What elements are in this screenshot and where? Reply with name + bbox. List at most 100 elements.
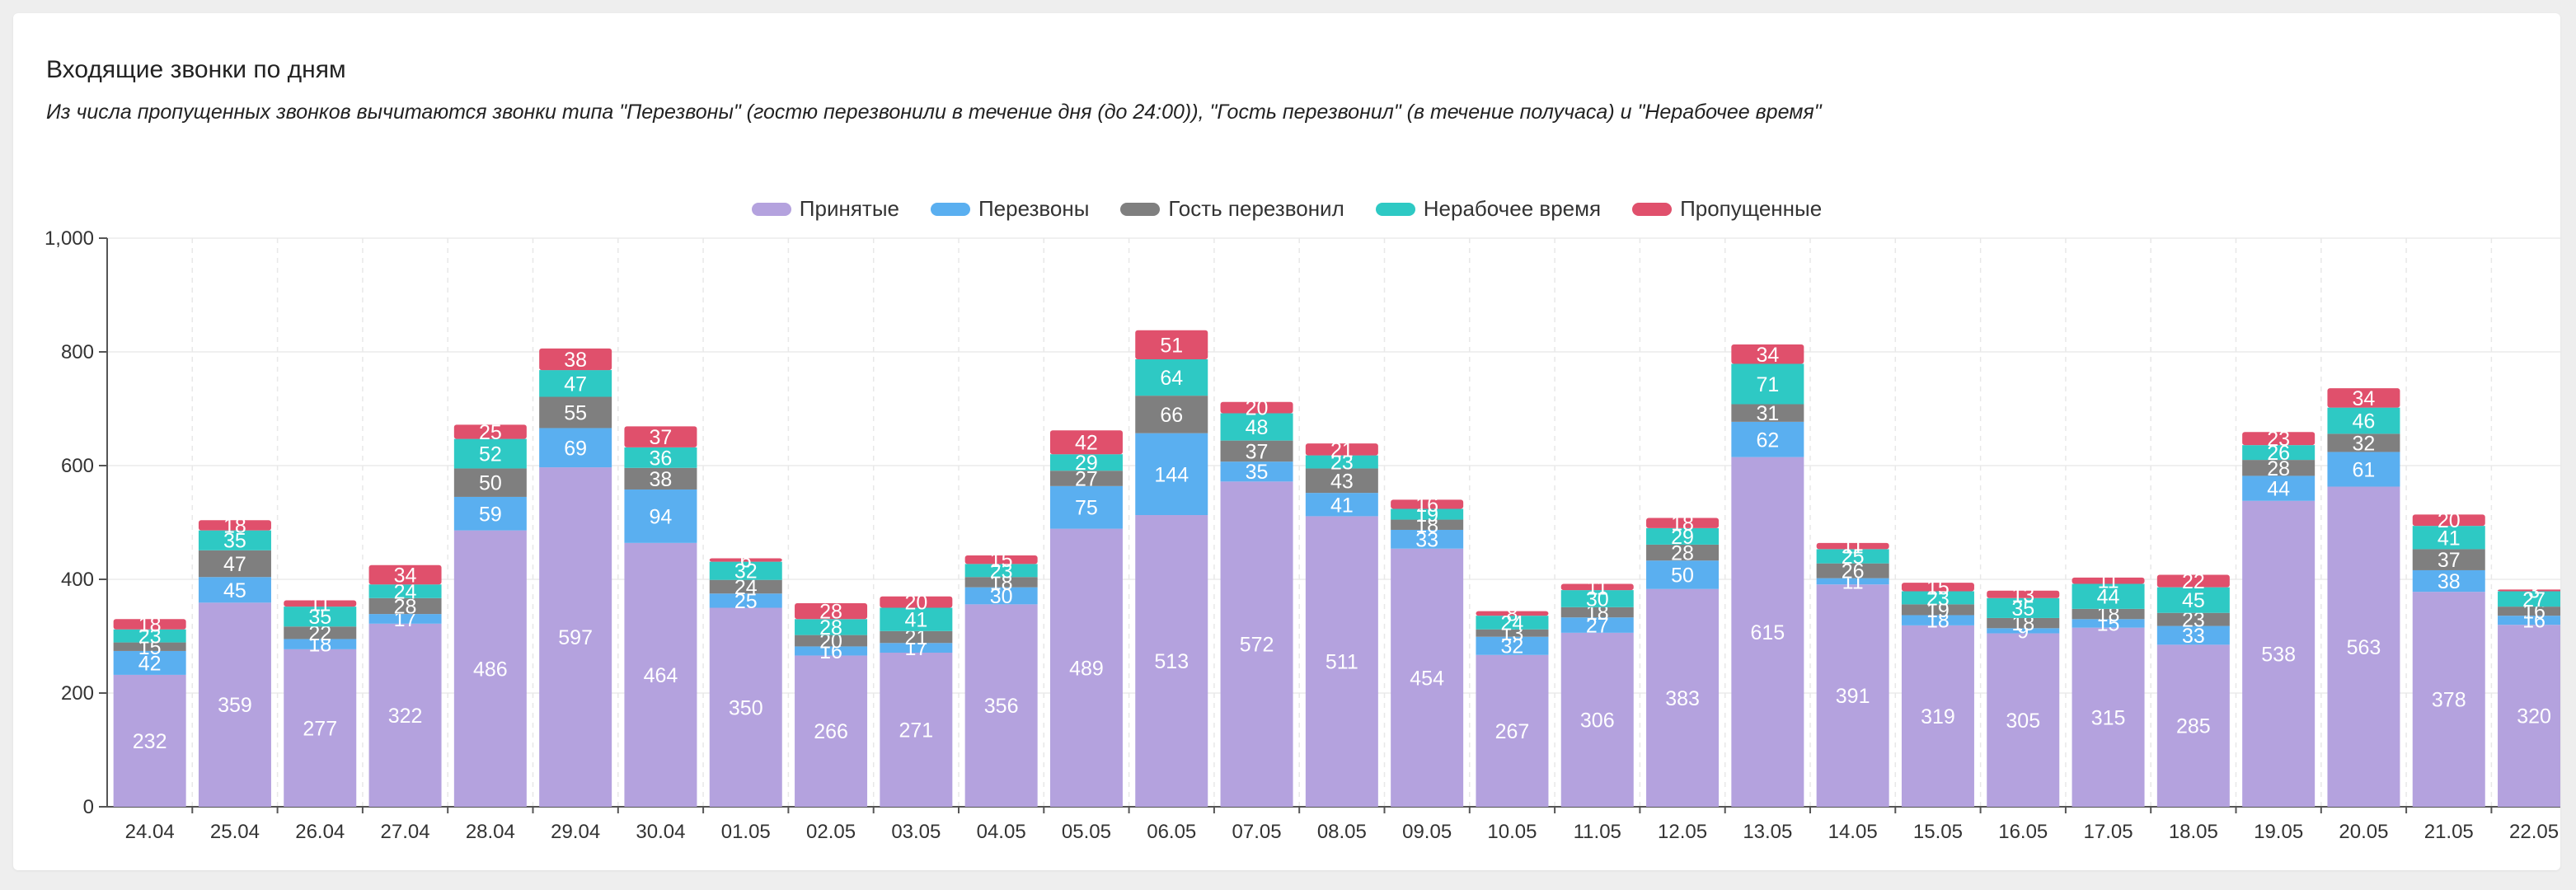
bar-segment[interactable] <box>1646 527 1720 545</box>
bar-segment[interactable] <box>1901 583 1974 592</box>
bar-segment[interactable] <box>1560 583 1634 591</box>
bar-segment[interactable] <box>1135 396 1208 433</box>
bar-segment[interactable] <box>624 467 697 490</box>
bar-segment[interactable] <box>624 447 697 468</box>
bar-segment[interactable] <box>2242 445 2316 461</box>
bar-segment[interactable] <box>453 424 527 439</box>
bar-segment[interactable] <box>1049 430 1123 455</box>
bar-segment[interactable] <box>2156 574 2230 588</box>
bar-segment[interactable] <box>198 520 271 531</box>
bar-segment[interactable] <box>2072 627 2145 807</box>
bar-segment[interactable] <box>2498 616 2560 625</box>
bar-segment[interactable] <box>284 600 357 607</box>
bar-segment[interactable] <box>795 602 868 620</box>
bar-segment[interactable] <box>624 489 697 543</box>
bar-segment[interactable] <box>1220 440 1293 462</box>
bar-segment[interactable] <box>1305 516 1378 807</box>
bar-segment[interactable] <box>1816 578 1889 585</box>
bar-segment[interactable] <box>1901 615 1974 625</box>
bar-segment[interactable] <box>2327 433 2400 452</box>
bar-segment[interactable] <box>1049 528 1123 807</box>
bar-segment[interactable] <box>1305 493 1378 517</box>
bar-segment[interactable] <box>2072 608 2145 620</box>
bar-segment[interactable] <box>1049 485 1123 529</box>
bar-segment[interactable] <box>1731 421 1804 457</box>
bar-segment[interactable] <box>2072 583 2145 609</box>
bar-segment[interactable] <box>2412 514 2485 527</box>
bar-segment[interactable] <box>1135 433 1208 516</box>
bar-segment[interactable] <box>1220 413 1293 441</box>
bar-segment[interactable] <box>880 653 953 807</box>
bar-segment[interactable] <box>1901 625 1974 807</box>
bar-segment[interactable] <box>113 650 186 675</box>
bar-segment[interactable] <box>284 626 357 639</box>
bar-segment[interactable] <box>1731 404 1804 422</box>
bar-segment[interactable] <box>2412 569 2485 593</box>
bar-segment[interactable] <box>198 602 271 807</box>
bar-segment[interactable] <box>2498 589 2560 592</box>
bar-segment[interactable] <box>795 646 868 656</box>
bar-segment[interactable] <box>1220 401 1293 414</box>
bar-segment[interactable] <box>1646 518 1720 528</box>
bar-segment[interactable] <box>1646 560 1720 589</box>
bar-segment[interactable] <box>964 577 1038 588</box>
bar-segment[interactable] <box>880 596 953 608</box>
bar-segment[interactable] <box>2498 591 2560 607</box>
bar-segment[interactable] <box>2242 475 2316 501</box>
bar-segment[interactable] <box>709 593 782 608</box>
bar-segment[interactable] <box>113 642 186 651</box>
bar-segment[interactable] <box>1220 461 1293 482</box>
bar-segment[interactable] <box>880 643 953 653</box>
bar-segment[interactable] <box>1391 508 1464 520</box>
bar-segment[interactable] <box>795 619 868 635</box>
bar-segment[interactable] <box>1901 604 1974 616</box>
bar-segment[interactable] <box>1987 633 2060 807</box>
bar-segment[interactable] <box>113 619 186 630</box>
bar-segment[interactable] <box>453 496 527 531</box>
bar-segment[interactable] <box>2242 460 2316 476</box>
bar-segment[interactable] <box>709 579 782 594</box>
bar-segment[interactable] <box>1987 617 2060 629</box>
bar-segment[interactable] <box>1305 455 1378 469</box>
legend-item-guest-called-back[interactable]: Гость перезвонил <box>1120 196 1344 222</box>
bar-segment[interactable] <box>368 564 442 585</box>
bar-segment[interactable] <box>1731 344 1804 364</box>
bar-segment[interactable] <box>1135 330 1208 359</box>
legend-item-non-working-time[interactable]: Нерабочее время <box>1375 196 1601 222</box>
bar-segment[interactable] <box>1391 519 1464 530</box>
bar-segment[interactable] <box>1816 549 1889 564</box>
bar-segment[interactable] <box>539 396 612 429</box>
bar-segment[interactable] <box>795 635 868 647</box>
bar-segment[interactable] <box>1305 468 1378 494</box>
bar-segment[interactable] <box>1391 548 1464 807</box>
bar-segment[interactable] <box>1731 363 1804 405</box>
bar-segment[interactable] <box>113 629 186 643</box>
bar-segment[interactable] <box>709 561 782 580</box>
bar-segment[interactable] <box>2072 619 2145 628</box>
bar-segment[interactable] <box>1476 611 1549 616</box>
bar-segment[interactable] <box>453 530 527 807</box>
bar-segment[interactable] <box>2327 452 2400 487</box>
bar-segment[interactable] <box>198 550 271 578</box>
bar-segment[interactable] <box>453 468 527 497</box>
bar-segment[interactable] <box>368 597 442 615</box>
bar-segment[interactable] <box>1049 454 1123 471</box>
bar-segment[interactable] <box>2242 500 2316 807</box>
bar-segment[interactable] <box>2156 644 2230 807</box>
bar-segment[interactable] <box>1646 544 1720 561</box>
bar-segment[interactable] <box>1391 529 1464 549</box>
bar-segment[interactable] <box>1476 636 1549 655</box>
bar-segment[interactable] <box>2156 625 2230 645</box>
bar-segment[interactable] <box>1135 515 1208 807</box>
bar-segment[interactable] <box>624 542 697 807</box>
bar-segment[interactable] <box>1816 584 1889 807</box>
bar-segment[interactable] <box>2072 577 2145 584</box>
bar-segment[interactable] <box>539 428 612 468</box>
bar-segment[interactable] <box>964 555 1038 564</box>
bar-segment[interactable] <box>964 587 1038 605</box>
bar-segment[interactable] <box>2327 407 2400 434</box>
bar-segment[interactable] <box>880 607 953 631</box>
bar-segment[interactable] <box>709 558 782 562</box>
bar-segment[interactable] <box>2327 486 2400 807</box>
bar-segment[interactable] <box>795 655 868 807</box>
